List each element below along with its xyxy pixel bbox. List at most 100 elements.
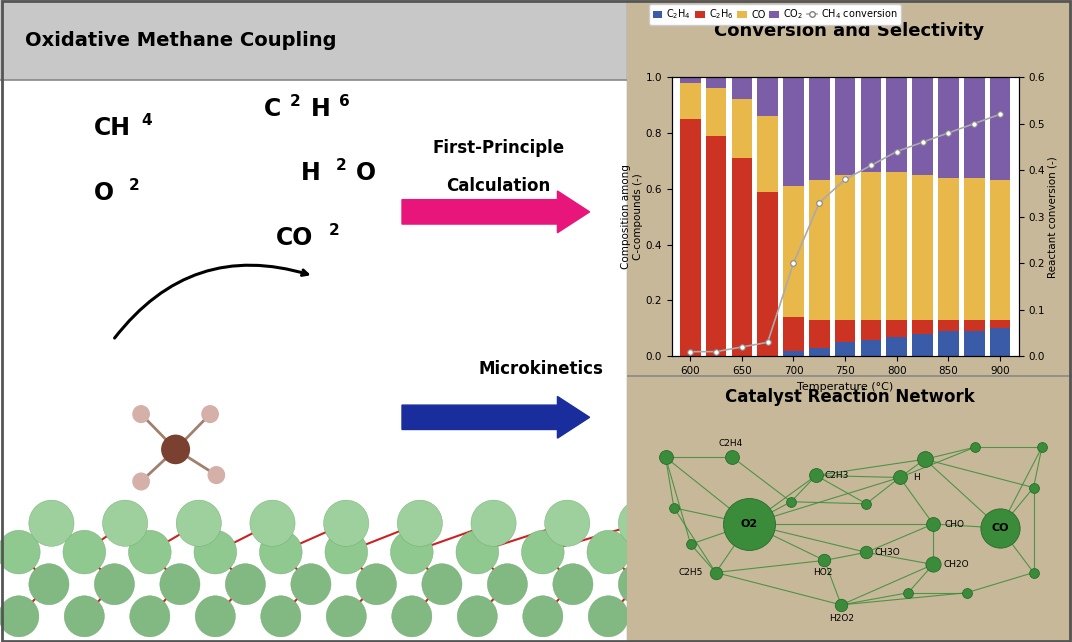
Bar bbox=[705, 77, 727, 88]
Bar bbox=[835, 77, 855, 175]
Bar bbox=[784, 317, 804, 351]
Circle shape bbox=[64, 596, 104, 637]
Point bbox=[783, 497, 800, 507]
Text: C2H5: C2H5 bbox=[679, 568, 703, 577]
Point bbox=[917, 454, 934, 464]
Circle shape bbox=[194, 530, 237, 574]
Bar bbox=[731, 158, 753, 356]
Legend: C$_2$H$_4$, C$_2$H$_6$, CO, CO$_2$, CH$_4$ conversion: C$_2$H$_4$, C$_2$H$_6$, CO, CO$_2$, CH$_… bbox=[649, 4, 900, 25]
Y-axis label: Reactant conversion (-): Reactant conversion (-) bbox=[1047, 156, 1058, 277]
Bar bbox=[887, 172, 907, 320]
Circle shape bbox=[587, 530, 629, 574]
Point bbox=[967, 442, 984, 453]
Circle shape bbox=[29, 564, 69, 605]
Circle shape bbox=[326, 596, 367, 637]
Text: CH: CH bbox=[94, 116, 131, 141]
Bar bbox=[861, 320, 881, 340]
Bar bbox=[835, 342, 855, 356]
Point bbox=[741, 519, 758, 529]
Text: 2: 2 bbox=[129, 178, 139, 193]
Point bbox=[682, 539, 699, 550]
Circle shape bbox=[0, 530, 40, 574]
Text: C2H3: C2H3 bbox=[824, 471, 849, 480]
Circle shape bbox=[391, 596, 432, 637]
Circle shape bbox=[103, 500, 148, 546]
Bar bbox=[938, 178, 958, 320]
Text: 4: 4 bbox=[142, 114, 152, 128]
Circle shape bbox=[208, 467, 224, 483]
Point bbox=[925, 519, 942, 529]
Circle shape bbox=[488, 564, 527, 605]
Bar bbox=[731, 77, 753, 100]
Point bbox=[858, 499, 875, 509]
Text: O: O bbox=[94, 180, 115, 205]
Bar bbox=[835, 320, 855, 342]
Bar bbox=[680, 83, 700, 119]
Bar bbox=[887, 320, 907, 337]
Circle shape bbox=[63, 530, 106, 574]
Point bbox=[891, 473, 908, 483]
Bar bbox=[964, 331, 984, 356]
Bar bbox=[861, 77, 881, 172]
Circle shape bbox=[553, 564, 593, 605]
Bar bbox=[809, 320, 830, 348]
Bar bbox=[861, 340, 881, 356]
Bar bbox=[809, 348, 830, 356]
Circle shape bbox=[291, 564, 331, 605]
Point bbox=[807, 471, 824, 481]
Bar bbox=[784, 77, 804, 186]
Bar bbox=[989, 320, 1010, 329]
Circle shape bbox=[94, 564, 134, 605]
Point bbox=[925, 559, 942, 569]
Point bbox=[657, 452, 674, 462]
Point bbox=[724, 452, 741, 462]
Bar bbox=[784, 351, 804, 356]
Bar bbox=[809, 77, 830, 180]
Circle shape bbox=[456, 530, 498, 574]
Circle shape bbox=[0, 596, 39, 637]
Text: H: H bbox=[301, 161, 321, 186]
Text: O2: O2 bbox=[741, 519, 758, 529]
Bar bbox=[784, 186, 804, 317]
Text: H: H bbox=[311, 97, 330, 121]
Point bbox=[858, 547, 875, 557]
Bar bbox=[887, 337, 907, 356]
Circle shape bbox=[129, 530, 172, 574]
Text: O: O bbox=[356, 161, 376, 186]
Point bbox=[992, 523, 1009, 533]
Bar bbox=[887, 77, 907, 172]
Circle shape bbox=[325, 530, 368, 574]
Text: HO2: HO2 bbox=[813, 568, 832, 577]
Bar bbox=[705, 135, 727, 356]
Y-axis label: Composition among
C-compounds (-): Composition among C-compounds (-) bbox=[621, 164, 642, 269]
Bar bbox=[757, 116, 778, 191]
Text: 2: 2 bbox=[329, 223, 340, 238]
Bar bbox=[912, 175, 933, 320]
Bar bbox=[964, 178, 984, 320]
Circle shape bbox=[225, 564, 266, 605]
Circle shape bbox=[260, 596, 301, 637]
Text: 6: 6 bbox=[339, 94, 349, 109]
Bar bbox=[0, 0, 627, 80]
Circle shape bbox=[458, 596, 497, 637]
Bar bbox=[989, 329, 1010, 356]
Point bbox=[1025, 483, 1042, 493]
Circle shape bbox=[356, 564, 397, 605]
Text: H2O2: H2O2 bbox=[829, 614, 853, 623]
Point bbox=[708, 568, 725, 578]
Text: Microkinetics: Microkinetics bbox=[479, 360, 604, 378]
Text: Calculation: Calculation bbox=[446, 177, 551, 195]
Bar bbox=[938, 320, 958, 331]
X-axis label: Temperature (°C): Temperature (°C) bbox=[796, 381, 893, 392]
Text: CO: CO bbox=[276, 225, 313, 250]
Text: 2: 2 bbox=[336, 159, 346, 173]
Bar bbox=[680, 119, 700, 356]
Text: First-Principle: First-Principle bbox=[432, 139, 565, 157]
Text: H: H bbox=[913, 473, 920, 482]
Bar bbox=[809, 180, 830, 320]
Bar bbox=[938, 331, 958, 356]
Bar bbox=[680, 77, 700, 83]
Text: Catalyst Reaction Network: Catalyst Reaction Network bbox=[725, 388, 974, 406]
Bar bbox=[757, 191, 778, 356]
Point bbox=[1025, 568, 1042, 578]
